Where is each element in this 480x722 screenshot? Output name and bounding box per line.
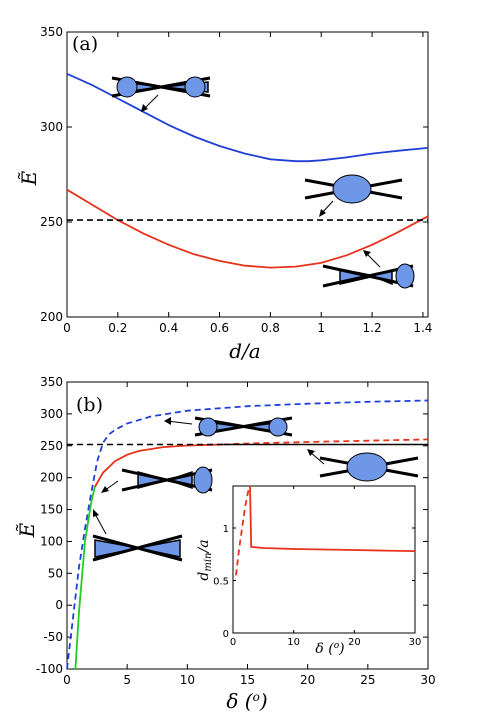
panel-b-ylabel: Ẽ [15, 522, 39, 538]
panel-b-ytick-label: 50 [48, 566, 63, 580]
diagram-two-ellipses-apart [111, 76, 211, 98]
inset-xtick-label: 20 [348, 637, 361, 648]
panel-b-series-line-3 [74, 487, 96, 670]
panel-b-xtick-label: 0 [63, 673, 71, 687]
panel-b-series [66, 399, 429, 670]
inset-ytick-label: 0 [223, 629, 229, 640]
inset-ytick-label: 1 [223, 524, 229, 535]
inset-xtick-label: 30 [409, 637, 422, 648]
arrow-to-dashed-line-a [319, 200, 334, 217]
diagram-single-ellipse-b [319, 452, 419, 482]
panel-a-series [66, 72, 429, 269]
panel-b-xtick-label: 20 [300, 673, 315, 687]
panel-a-xtick-label: 1.2 [363, 321, 382, 335]
inset-xtick-label: 0 [230, 637, 236, 648]
panel-b: 0 5 10 15 20 25 30-100-50050100150200250300350… [15, 375, 436, 713]
panel-a-ytick-label: 200 [40, 310, 63, 324]
arrow-to-red-curve-a [363, 250, 381, 268]
arrow-to-red-curve-b [101, 480, 119, 493]
panel-b-ytick-label: 350 [40, 375, 63, 389]
panel-b-series-line-1 [93, 443, 224, 488]
diagram-triangle-ellipse-a [322, 263, 415, 289]
panel-b-ytick-label: 100 [40, 534, 63, 548]
panel-a-ytick-label: 350 [40, 25, 63, 39]
arrow-to-black-line-b [307, 449, 325, 465]
panel-a-frame [66, 31, 429, 318]
panel-a-xtick-label: 0.6 [210, 321, 229, 335]
panel-b-xtick-label: 25 [360, 673, 375, 687]
panel-b-xtick-label: 10 [180, 673, 195, 687]
panel-a-ylabel: Ẽ [17, 170, 41, 186]
panel-b-xtick-label: 15 [240, 673, 255, 687]
panel-b-xlabel: δ (o) [226, 689, 267, 713]
panel-b-ytick-label: 300 [40, 407, 63, 421]
panel-a-xtick-label: 1.4 [413, 321, 432, 335]
inset-plot: 0 10 20 30 0 0.5 1 δ (o) dmin/a [196, 485, 421, 657]
panel-a-xlabel: d/a [229, 339, 260, 363]
panel-a-series-line-0 [66, 72, 429, 163]
panel-b-xtick-label: 5 [123, 673, 131, 687]
inset-xlabel: δ (o) [315, 641, 344, 657]
panel-b-ytick-label: 0 [55, 598, 63, 612]
panel-b-ytick-label: -50 [43, 630, 63, 644]
inset-xtick-label: 10 [287, 637, 300, 648]
panel-b-ytick-label: 150 [40, 503, 63, 517]
inset-series-line-0 [235, 485, 251, 576]
inset-series [235, 485, 416, 576]
panel-a-xtick-label: 0.2 [108, 321, 127, 335]
panel-a-label: (a) [72, 33, 98, 55]
inset-series-line-1 [249, 485, 416, 552]
arrow-to-blue-curve-b [164, 417, 193, 425]
panel-a-xtick-label: 0.4 [159, 321, 178, 335]
panel-a-ticks: 0 0.2 0.4 0.6 0.8 1 1.2 1.4 200 250 300 350 [40, 25, 432, 335]
panel-a-ytick-label: 250 [40, 215, 63, 229]
diagram-triangle-ellipse-b [121, 466, 213, 494]
inset-ytick-label: 0.5 [213, 577, 229, 588]
panel-b-ytick-label: -100 [36, 662, 63, 676]
diagram-two-ellipses-b [194, 416, 293, 437]
panel-a-xtick-label: 0.8 [261, 321, 280, 335]
inset-ylabel: dmin/a [196, 539, 214, 580]
panel-b-ytick-label: 250 [40, 439, 63, 453]
arrow-to-green-curve-b [93, 509, 107, 535]
panel-a-series-line-1 [66, 188, 429, 269]
diagram-two-triangles-b [92, 534, 183, 562]
panel-a: 0 0.2 0.4 0.6 0.8 1 1.2 1.4 200 250 300 350 (a) d/a… [17, 25, 432, 363]
arrow-to-blue-curve-a [141, 94, 159, 112]
panel-b-series-line-0 [66, 399, 429, 670]
panel-b-series-line-2 [223, 438, 429, 446]
panel-b-label: (b) [76, 394, 103, 416]
panel-a-xtick-label: 1 [317, 321, 325, 335]
inset-ticks: 0 10 20 30 0 0.5 1 [213, 486, 421, 648]
panel-b-ytick-label: 200 [40, 471, 63, 485]
panel-b-xtick-label: 30 [420, 673, 435, 687]
panel-a-xtick-label: 0 [63, 321, 71, 335]
inset-frame [232, 485, 416, 634]
diagram-single-ellipse-a [304, 174, 403, 204]
panel-a-ytick-label: 300 [40, 120, 63, 134]
